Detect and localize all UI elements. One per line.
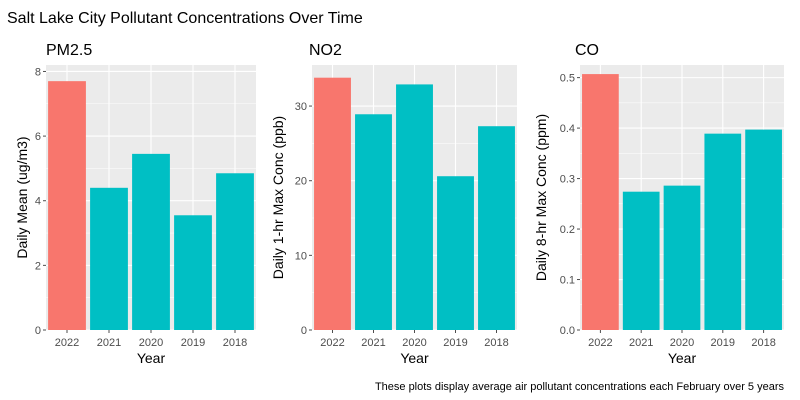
y-tick-label: 6 [35, 131, 41, 143]
bar-2018 [478, 126, 515, 330]
y-axis-title: Daily 8-hr Max Conc (ppm) [533, 114, 549, 281]
x-axis-title: Year [400, 350, 429, 366]
chart-panel-1: 0 2 4 6 8 2022 2021 2020 2019 2018 PM2.5 Year Daily … [14, 42, 256, 366]
y-tick-label: 0.4 [560, 123, 575, 135]
y-tick-label: 30 [295, 101, 307, 113]
panel-title: CO [575, 42, 599, 59]
y-tick-label: 0.0 [560, 325, 575, 337]
figure-caption: These plots display average air pollutan… [375, 381, 785, 393]
y-tick-label: 4 [35, 196, 41, 208]
x-tick-label: 2019 [711, 337, 735, 349]
y-axis-title: Daily Mean (ug/m3) [14, 136, 30, 258]
x-tick-label: 2020 [139, 337, 163, 349]
bar-2022 [582, 74, 619, 330]
y-tick-label: 0.3 [560, 174, 575, 186]
panel-title: PM2.5 [46, 42, 92, 59]
y-tick-label: 2 [35, 260, 41, 272]
chart-panel-3: 0.0 0.1 0.2 0.3 0.4 0.5 2022 2021 2020 2019 2018 CO… [533, 42, 784, 366]
x-tick-label: 2022 [588, 337, 612, 349]
x-tick-label: 2018 [751, 337, 775, 349]
bar-2021 [90, 187, 128, 330]
x-axis-title: Year [137, 350, 166, 366]
bar-2022 [48, 81, 86, 330]
y-tick-label: 8 [35, 66, 41, 78]
x-tick-label: 2021 [361, 337, 385, 349]
bar-2018 [216, 173, 254, 330]
bar-2021 [355, 114, 392, 330]
x-tick-label: 2021 [97, 337, 121, 349]
x-axis-title: Year [668, 350, 697, 366]
x-tick-label: 2022 [320, 337, 344, 349]
y-tick-label: 0 [35, 325, 41, 337]
y-tick-label: 0 [301, 325, 307, 337]
y-axis-title: Daily 1-hr Max Conc (ppb) [270, 116, 286, 279]
bar-2019 [704, 133, 742, 330]
x-tick-label: 2020 [402, 337, 426, 349]
x-tick-label: 2018 [223, 337, 247, 349]
bar-2022 [314, 77, 351, 330]
bar-2020 [396, 84, 433, 330]
x-tick-label: 2019 [181, 337, 205, 349]
x-tick-label: 2020 [670, 337, 694, 349]
bar-2018 [745, 129, 782, 330]
y-tick-label: 0.5 [560, 73, 575, 85]
bar-2019 [437, 176, 474, 330]
x-tick-label: 2021 [629, 337, 653, 349]
bar-2020 [132, 153, 170, 330]
chart-panels: 0 2 4 6 8 2022 2021 2020 2019 2018 PM2.5 Year Daily … [14, 42, 784, 366]
bar-2020 [663, 185, 701, 330]
y-tick-label: 10 [295, 250, 307, 262]
x-tick-label: 2022 [55, 337, 79, 349]
panel-title: NO2 [309, 42, 342, 59]
figure-title: Salt Lake City Pollutant Concentrations … [7, 10, 363, 27]
x-tick-label: 2018 [484, 337, 508, 349]
x-tick-label: 2019 [443, 337, 467, 349]
y-tick-label: 0.2 [560, 224, 575, 236]
y-tick-label: 0.1 [560, 275, 575, 287]
y-tick-label: 20 [295, 176, 307, 188]
bar-2019 [174, 215, 212, 330]
chart-panel-2: 0 10 20 30 2022 2021 2020 2019 2018 NO2 Year Daily … [270, 42, 517, 366]
bar-2021 [622, 191, 660, 330]
